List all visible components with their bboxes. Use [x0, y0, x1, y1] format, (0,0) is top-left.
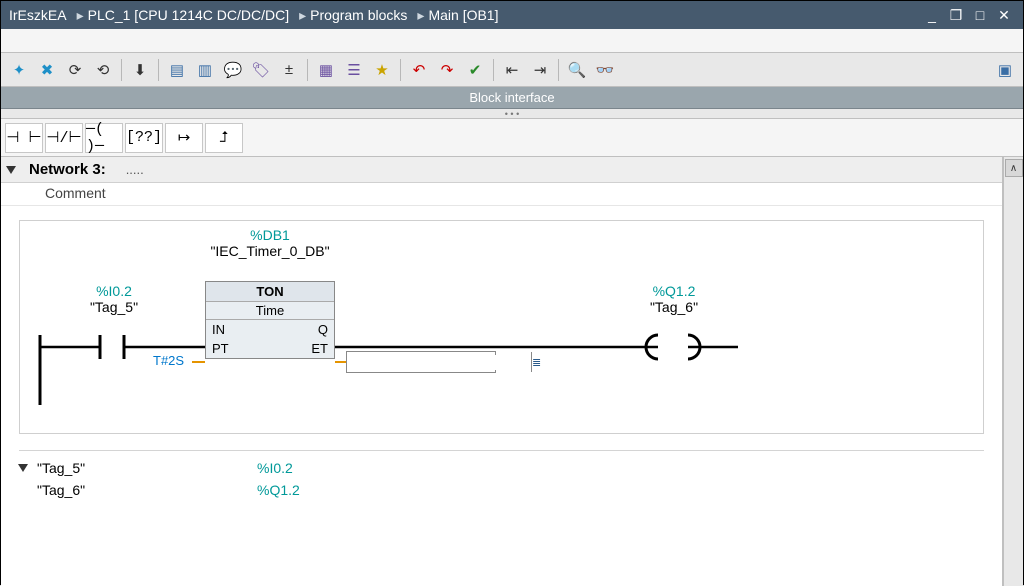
network-title-dots: .....: [126, 162, 144, 177]
timer-pin-in: IN: [212, 322, 225, 337]
rung: %DB1 "IEC_Timer_0_DB" %I0.2 "Tag_5" %Q1.…: [19, 220, 984, 434]
network-header: Network 3: .....: [1, 157, 1002, 183]
contact-name: "Tag_5": [74, 299, 154, 315]
cross-reference: "Tag_5" %I0.2 "Tag_6" %Q1.2: [19, 450, 984, 501]
timer-pin-pt: PT: [212, 341, 229, 356]
lad-box[interactable]: [??]: [125, 123, 163, 153]
coil-name: "Tag_6": [634, 299, 714, 315]
comment-icon[interactable]: 💬: [220, 57, 246, 83]
block-interface-header[interactable]: Block interface: [1, 87, 1023, 109]
lad-coil[interactable]: ─( )─: [85, 123, 123, 153]
xref-row[interactable]: "Tag_5" %I0.2: [19, 457, 984, 479]
pt-wire: [192, 361, 205, 363]
minimize-button[interactable]: _: [921, 6, 943, 24]
xref-row[interactable]: "Tag_6" %Q1.2: [19, 479, 984, 501]
main-toolbar: ✦ ✖ ⟳ ⟲ ⬇ ▤ ▥ 💬 🏷 ± ▦ ☰ ★ ↶ ↷ ✔ ⇤ ⇥ 🔍 👓 …: [1, 53, 1023, 87]
vertical-scrollbar[interactable]: ∧: [1003, 157, 1023, 586]
contact-addr: %I0.2: [74, 283, 154, 299]
close-button[interactable]: ✕: [993, 6, 1015, 24]
pt-value[interactable]: T#2S: [153, 353, 184, 368]
breadcrumb-sep: ▸: [417, 7, 424, 24]
properties-icon[interactable]: ▣: [992, 57, 1018, 83]
timer-db-addr: %DB1: [205, 227, 335, 243]
timer-db-name: "IEC_Timer_0_DB": [205, 243, 335, 259]
glasses-icon[interactable]: 👓: [592, 57, 618, 83]
favorites-icon[interactable]: ★: [369, 57, 395, 83]
timer-type: TON: [206, 282, 334, 302]
breadcrumb-item[interactable]: PLC_1 [CPU 1214C DC/DC/DC]: [88, 7, 290, 23]
lad-no-contact[interactable]: ⊣ ⊢: [5, 123, 43, 153]
panel1-icon[interactable]: ▤: [164, 57, 190, 83]
tag-icon[interactable]: 🏷: [248, 57, 274, 83]
refresh-icon[interactable]: ⟳: [62, 57, 88, 83]
lad-branch-open[interactable]: ↦: [165, 123, 203, 153]
breadcrumb-item[interactable]: Main [OB1]: [428, 7, 498, 23]
rung-graphics: [38, 235, 778, 405]
timer-subtype: Time: [206, 302, 334, 320]
et-wire: [335, 361, 346, 363]
lad-branch-close[interactable]: ⮥: [205, 123, 243, 153]
lad-nc-contact[interactable]: ⊣/⊢: [45, 123, 83, 153]
et-input-field[interactable]: [347, 355, 531, 370]
delete-icon[interactable]: ✖: [34, 57, 60, 83]
check-icon[interactable]: ✔: [462, 57, 488, 83]
splitter[interactable]: • • •: [1, 109, 1023, 119]
timer-pin-q: Q: [318, 322, 328, 337]
breadcrumb-item[interactable]: IrEszkEA: [9, 7, 67, 23]
download-icon[interactable]: ⬇: [127, 57, 153, 83]
indent-right-icon[interactable]: ⇥: [527, 57, 553, 83]
indent-left-icon[interactable]: ⇤: [499, 57, 525, 83]
network-comment[interactable]: Comment: [1, 183, 1002, 206]
scroll-up-icon[interactable]: ∧: [1005, 159, 1023, 177]
title-bar: IrEszkEA ▸ PLC_1 [CPU 1214C DC/DC/DC] ▸ …: [1, 1, 1023, 29]
lad-toolbar: ⊣ ⊢ ⊣/⊢ ─( )─ [??] ↦ ⮥: [1, 119, 1023, 157]
breadcrumb-item[interactable]: Program blocks: [310, 7, 407, 23]
xref-tag-name: "Tag_5": [37, 460, 257, 476]
timer-pin-et: ET: [311, 341, 328, 356]
spacer-strip: [1, 29, 1023, 53]
breadcrumb-sep: ▸: [77, 7, 84, 24]
redo-icon[interactable]: ↷: [434, 57, 460, 83]
et-picker-icon[interactable]: ≣: [531, 352, 541, 372]
dropdown-icon[interactable]: ±: [276, 57, 302, 83]
add-new-icon[interactable]: ✦: [6, 57, 32, 83]
canvas[interactable]: Network 3: ..... Comment %DB1 "IEC_Timer…: [1, 157, 1003, 586]
maximize-button[interactable]: □: [969, 6, 991, 24]
editor-area: Network 3: ..... Comment %DB1 "IEC_Timer…: [1, 157, 1023, 586]
restore-button[interactable]: ❐: [945, 6, 967, 24]
xref-tag-addr: %I0.2: [257, 460, 293, 476]
view2-icon[interactable]: ☰: [341, 57, 367, 83]
panel2-icon[interactable]: ▥: [192, 57, 218, 83]
network-title: Network 3:: [29, 161, 106, 178]
coil-addr: %Q1.2: [634, 283, 714, 299]
timer-block[interactable]: TON Time IN Q PT ET: [205, 281, 335, 359]
refresh2-icon[interactable]: ⟲: [90, 57, 116, 83]
et-input[interactable]: ≣: [346, 351, 496, 373]
xref-tag-addr: %Q1.2: [257, 482, 300, 498]
expand-icon[interactable]: [18, 464, 28, 472]
collapse-toggle-icon[interactable]: [6, 166, 16, 174]
undo-icon[interactable]: ↶: [406, 57, 432, 83]
search-icon[interactable]: 🔍: [564, 57, 590, 83]
breadcrumb-sep: ▸: [299, 7, 306, 24]
xref-tag-name: "Tag_6": [37, 482, 257, 498]
view1-icon[interactable]: ▦: [313, 57, 339, 83]
